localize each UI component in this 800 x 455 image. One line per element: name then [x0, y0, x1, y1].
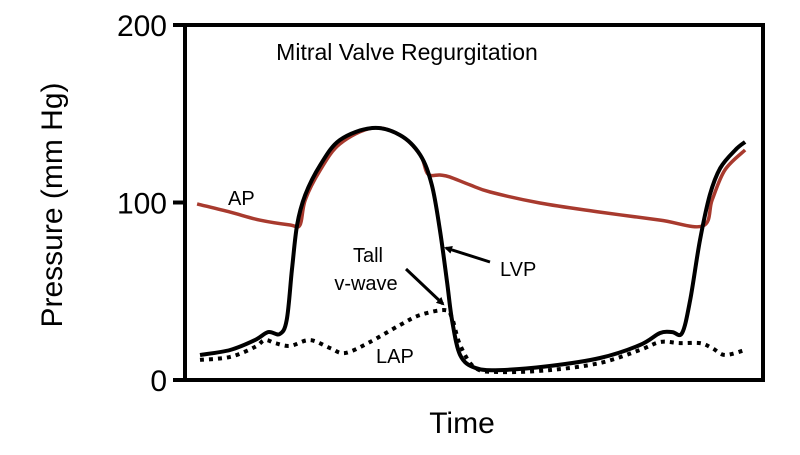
series-line-lap	[199, 308, 746, 375]
plot-frame	[183, 23, 765, 382]
x-axis-label: Time	[429, 407, 495, 440]
y-tick-label: 100	[117, 188, 167, 221]
lvp-arrow	[444, 246, 491, 264]
v-wave-arrow	[404, 267, 445, 306]
annotation-lap: LAP	[376, 346, 414, 368]
annotation-tall: Tall	[353, 245, 383, 267]
chart-title: Mitral Valve Regurgitation	[276, 39, 538, 65]
y-tick-label: 0	[150, 365, 167, 398]
annotation-ap: AP	[228, 188, 255, 210]
series-line-ap	[196, 125, 747, 229]
series-line-lvp	[199, 125, 747, 373]
annotation-lvp: LVP	[500, 259, 536, 281]
y-axis-label: Pressure (mm Hg)	[36, 82, 69, 327]
y-tick-label: 200	[117, 10, 167, 43]
annotation-v-wave: v-wave	[334, 273, 397, 295]
